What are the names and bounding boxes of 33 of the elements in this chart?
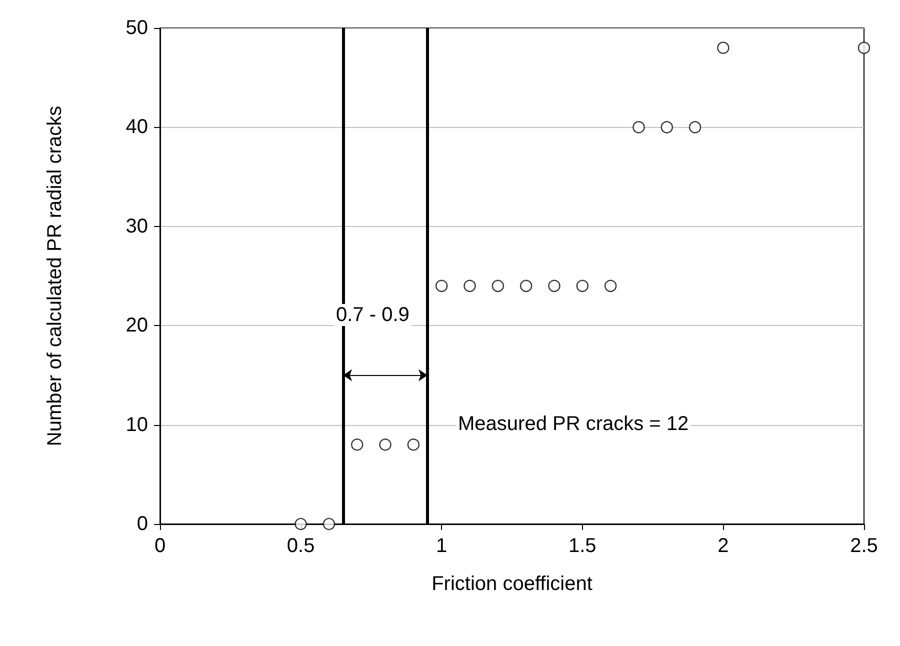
y-tick-label: 30 <box>126 215 148 238</box>
point <box>858 42 870 54</box>
point <box>351 438 364 451</box>
x-axis-title: Friction coefficient <box>432 573 593 595</box>
point <box>520 280 532 292</box>
y-tick-label: 0 <box>136 513 148 535</box>
y-tick-label: 10 <box>126 414 148 436</box>
x-tick-label: 1 <box>436 535 448 557</box>
point <box>322 518 336 530</box>
x-tick-label: 2.5 <box>850 535 878 557</box>
y-tick-label: 20 <box>126 314 148 337</box>
point <box>492 280 504 292</box>
x-tick-label: 0 <box>154 535 166 557</box>
point <box>548 280 560 292</box>
y-tick-label: 40 <box>126 116 148 138</box>
y-tick-label: 50 <box>126 17 148 39</box>
point <box>604 280 617 292</box>
point <box>688 121 702 134</box>
annotation: 0.7 - 0.9 <box>336 304 410 326</box>
x-tick-label: 0.5 <box>286 535 315 557</box>
point <box>464 280 476 292</box>
x-tick-label: 1.5 <box>568 535 596 557</box>
point <box>632 121 645 134</box>
y-axis-title: Number of calculated PR radial cracks <box>44 106 66 446</box>
point <box>576 280 588 292</box>
x-tick-label: 2 <box>718 535 729 557</box>
point <box>436 280 448 292</box>
point <box>717 42 730 54</box>
point <box>407 438 420 451</box>
annotation: Measured PR cracks = 12 <box>458 413 689 435</box>
point <box>660 121 673 134</box>
point <box>379 438 392 451</box>
point <box>294 518 307 530</box>
